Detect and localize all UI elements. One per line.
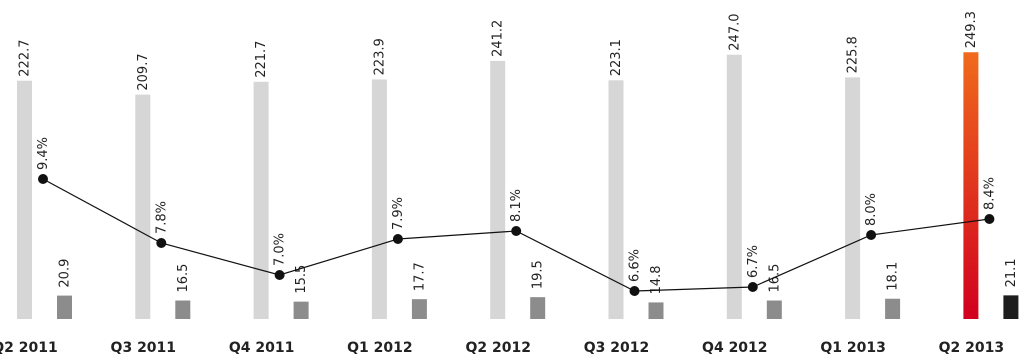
- line-point: [38, 174, 48, 184]
- large-bar-label: 209.7: [136, 53, 151, 90]
- small-bar: [530, 297, 546, 319]
- small-bar-label: 18.1: [886, 262, 901, 291]
- large-bar: [253, 81, 269, 319]
- line-point-label: 7.9%: [391, 197, 406, 230]
- small-bar-label: 16.5: [176, 264, 191, 293]
- large-bar-label: 222.7: [18, 39, 33, 76]
- large-bar-label: 223.9: [372, 38, 387, 75]
- line-point-label: 7.0%: [273, 233, 288, 266]
- large-bar: [608, 80, 624, 320]
- line-point: [511, 226, 522, 236]
- small-bar: [648, 302, 664, 319]
- line-point: [747, 282, 758, 292]
- category-label: Q2 2012: [465, 340, 530, 356]
- line-point-label: 8.0%: [864, 193, 879, 226]
- category-label: Q1 2013: [820, 340, 885, 356]
- line-point-label: 7.8%: [154, 201, 169, 234]
- large-bar-label: 241.2: [491, 20, 506, 57]
- small-bar: [293, 301, 309, 319]
- small-bar: [885, 298, 901, 319]
- small-bar-label: 19.5: [531, 260, 546, 289]
- small-bar: [175, 300, 191, 319]
- category-labels: Q2 2011 Q3 2011 Q4 2011 Q1 2012 Q2 2012 Q3 20…: [0, 340, 1004, 356]
- small-bar: [411, 299, 427, 319]
- category-label: Q4 2012: [702, 340, 767, 356]
- line-point-label: 6.6%: [628, 249, 643, 282]
- small-bar: [766, 300, 782, 319]
- small-bar-label: 15.5: [294, 265, 309, 294]
- line-point: [274, 270, 285, 280]
- category-label: Q2 2013: [939, 340, 1004, 356]
- category-label: Q4 2011: [229, 340, 294, 356]
- small-bar-label: 14.8: [649, 265, 664, 294]
- small-bar-label: 20.9: [58, 259, 73, 288]
- large-bar: [17, 80, 32, 319]
- category-label: Q3 2012: [584, 340, 649, 356]
- large-bar-label: 221.7: [254, 41, 269, 78]
- line-point-label: 6.7%: [746, 245, 761, 278]
- small-bar-label: 16.5: [767, 264, 782, 293]
- line-point-label: 8.4%: [982, 177, 997, 210]
- bars-small-series: 20.9 16.5 15.5 17.7 19.5 14.8 16.5 18.1 21.1: [57, 258, 1019, 319]
- category-label: Q2 2011: [0, 340, 58, 356]
- line-point: [984, 214, 995, 224]
- line-point-label: 9.4%: [36, 137, 51, 170]
- small-bar-label: 21.1: [1004, 258, 1019, 287]
- large-bar: [845, 77, 861, 319]
- large-bar-label: 225.8: [846, 36, 861, 73]
- large-bar: [490, 60, 506, 319]
- large-bar: [135, 94, 151, 319]
- line-point-label: 8.1%: [509, 189, 524, 222]
- line-point: [629, 286, 640, 296]
- large-bar-label: 249.3: [964, 11, 979, 48]
- large-bar-label: 223.1: [609, 39, 624, 76]
- small-bar-label: 17.7: [412, 262, 427, 291]
- large-bar: [726, 54, 742, 320]
- category-label: Q1 2012: [347, 340, 412, 356]
- line-point: [392, 234, 403, 244]
- small-bar: [1003, 295, 1019, 319]
- line-point: [866, 230, 877, 240]
- large-bar: [963, 52, 979, 320]
- category-label: Q3 2011: [111, 340, 176, 356]
- small-bar: [57, 295, 72, 319]
- large-bar: [371, 79, 387, 319]
- bars-large-series: 222.7 209.7 221.7 223.9 241.2 223.1 247.0 225.8…: [17, 11, 979, 320]
- large-bar-label: 247.0: [727, 13, 742, 50]
- percentage-line-series: 9.4% 7.8% 7.0% 7.9% 8.1% 6.6% 6.7% 8.0% 8.4%: [36, 137, 997, 296]
- line-point: [156, 238, 167, 248]
